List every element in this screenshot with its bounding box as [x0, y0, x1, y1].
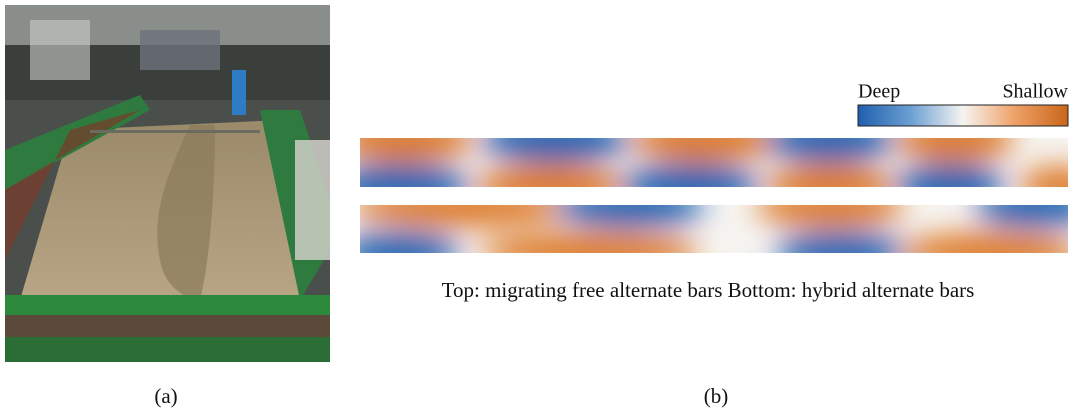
- flume-photo: [5, 5, 330, 362]
- bar-pattern-top: [330, 118, 1075, 208]
- panel-label: (b): [704, 384, 729, 408]
- colorbar-high-label: Shallow: [1002, 81, 1068, 103]
- figure: (a) Deep Shallow: [0, 0, 1075, 415]
- colorbar-low-label: Deep: [858, 81, 900, 103]
- bar-pattern-bottom: [340, 187, 1075, 272]
- caption: Top: migrating free alternate bars Botto…: [442, 278, 975, 302]
- panel-label: (a): [154, 384, 177, 408]
- colorbar: [858, 105, 1068, 126]
